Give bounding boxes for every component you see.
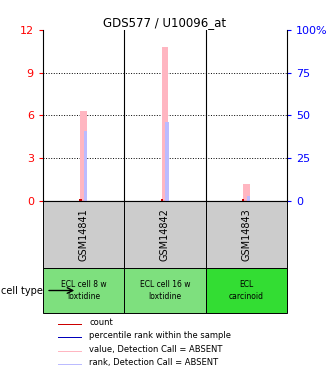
Bar [165,122,169,201]
Text: ECL cell 8 w
loxtidine: ECL cell 8 w loxtidine [61,280,106,300]
Bar [43,268,124,314]
Bar [124,201,206,268]
Text: count: count [89,318,113,327]
Bar [79,200,82,201]
Bar [206,201,287,268]
Bar [43,201,124,268]
Text: ECL cell 16 w
loxtidine: ECL cell 16 w loxtidine [140,280,190,300]
Title: GDS577 / U10096_at: GDS577 / U10096_at [103,16,227,29]
Bar [57,337,82,338]
Bar [57,364,82,365]
Text: GSM14841: GSM14841 [79,208,88,261]
Bar [57,351,82,352]
Bar [84,131,87,201]
Text: percentile rank within the sample: percentile rank within the sample [89,332,231,340]
Bar [80,111,87,201]
Bar [247,196,250,201]
Bar [242,200,244,201]
Bar [160,200,163,201]
Bar [206,268,287,314]
Bar [57,324,82,325]
Bar [243,183,250,201]
Text: ECL
carcinoid: ECL carcinoid [229,280,264,300]
Text: GSM14843: GSM14843 [242,208,251,261]
Text: rank, Detection Call = ABSENT: rank, Detection Call = ABSENT [89,358,218,367]
Text: GSM14842: GSM14842 [160,208,170,261]
Bar [162,47,168,201]
Text: cell type: cell type [1,285,43,296]
Text: value, Detection Call = ABSENT: value, Detection Call = ABSENT [89,345,223,354]
Bar [124,268,206,314]
